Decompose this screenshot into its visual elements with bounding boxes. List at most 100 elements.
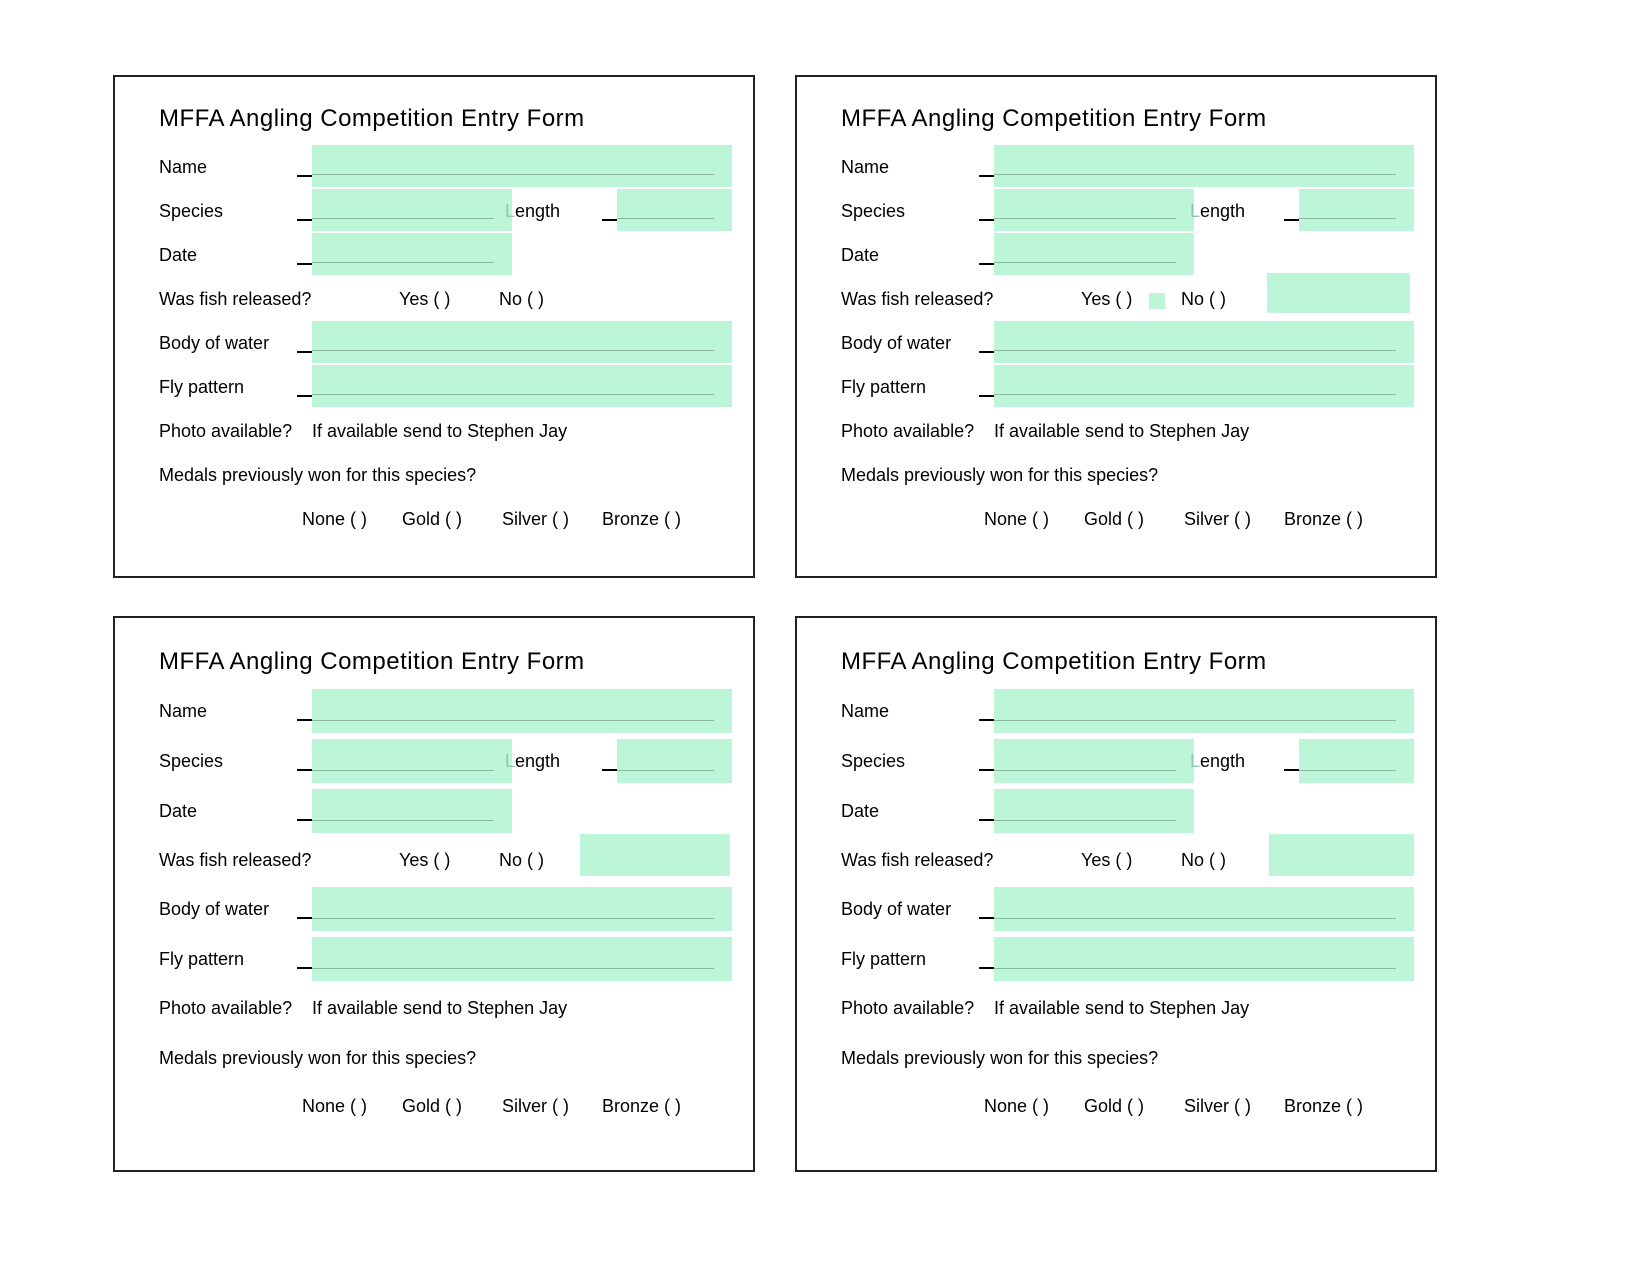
- date-field-underline: [312, 820, 494, 821]
- fly-pattern-field-underline: [312, 394, 714, 395]
- medal-gold-option: Gold ( ): [1084, 509, 1145, 529]
- body-of-water-dash: [297, 917, 312, 919]
- medal-bronze-option: Bronze ( ): [602, 1096, 682, 1116]
- length-field[interactable]: [617, 739, 732, 783]
- medal-none-option: None ( ): [302, 1096, 368, 1116]
- species-field[interactable]: [994, 739, 1194, 783]
- length-label-initial: L: [505, 751, 516, 771]
- date-field-underline: [312, 262, 494, 263]
- released-yes-option: Yes ( ): [399, 289, 451, 309]
- photo-note: If available send to Stephen Jay: [312, 421, 568, 441]
- photo-label: Photo available?: [159, 998, 293, 1018]
- length-label: Length: [505, 751, 560, 772]
- fly-pattern-label: Fly pattern: [841, 949, 927, 969]
- released-label: Was fish released?: [841, 850, 994, 870]
- body-of-water-field-underline: [994, 918, 1396, 919]
- length-label-rest: ength: [1200, 751, 1246, 771]
- fly-pattern-field-underline: [312, 968, 714, 969]
- photo-note: If available send to Stephen Jay: [312, 998, 568, 1018]
- released-answer-field[interactable]: [1267, 273, 1410, 313]
- name-field-underline: [994, 720, 1396, 721]
- fly-pattern-field[interactable]: [994, 937, 1414, 981]
- date-label: Date: [159, 245, 198, 265]
- medal-bronze-option: Bronze ( ): [1284, 509, 1364, 529]
- length-field-underline: [1299, 770, 1396, 771]
- length-label-initial: L: [505, 201, 516, 221]
- medal-none-option: None ( ): [984, 509, 1050, 529]
- length-label: Length: [1190, 201, 1245, 222]
- name-dash: [979, 719, 994, 721]
- released-yes-option: Yes ( ): [399, 850, 451, 870]
- date-dash: [979, 819, 994, 821]
- length-label-rest: ength: [515, 751, 561, 771]
- date-field[interactable]: [994, 233, 1194, 275]
- body-of-water-label: Body of water: [841, 899, 952, 919]
- length-field[interactable]: [1299, 189, 1414, 231]
- length-dash: [602, 769, 617, 771]
- body-of-water-field[interactable]: [312, 887, 732, 931]
- body-of-water-label: Body of water: [841, 333, 952, 353]
- length-label-initial: L: [1190, 201, 1201, 221]
- fly-pattern-label: Fly pattern: [159, 949, 245, 969]
- entry-form-4: MFFA Angling Competition Entry Form Name S…: [795, 616, 1437, 1172]
- photo-note: If available send to Stephen Jay: [994, 998, 1250, 1018]
- species-dash: [297, 219, 312, 221]
- date-field[interactable]: [312, 789, 512, 833]
- name-field-underline: [312, 174, 714, 175]
- length-dash: [602, 219, 617, 221]
- medals-label: Medals previously won for this species?: [841, 1048, 1159, 1068]
- released-label: Was fish released?: [159, 289, 312, 309]
- released-answer-field[interactable]: [580, 834, 730, 876]
- fly-pattern-field[interactable]: [994, 365, 1414, 407]
- fly-pattern-field-underline: [994, 394, 1396, 395]
- date-field[interactable]: [312, 233, 512, 275]
- released-answer-field[interactable]: [1269, 834, 1414, 876]
- body-of-water-field[interactable]: [994, 321, 1414, 363]
- fly-pattern-field[interactable]: [312, 937, 732, 981]
- species-dash: [297, 769, 312, 771]
- medal-none-option: None ( ): [984, 1096, 1050, 1116]
- length-field[interactable]: [1299, 739, 1414, 783]
- date-label: Date: [841, 801, 880, 821]
- released-yes-option: Yes ( ): [1081, 289, 1133, 309]
- entry-form-2: MFFA Angling Competition Entry Form Name S…: [795, 75, 1437, 578]
- species-field-underline: [312, 770, 494, 771]
- body-of-water-field[interactable]: [994, 887, 1414, 931]
- date-field-underline: [994, 262, 1176, 263]
- released-no-option: No ( ): [1181, 289, 1226, 309]
- species-label: Species: [841, 751, 906, 771]
- length-label-initial: L: [1190, 751, 1201, 771]
- released-no-option: No ( ): [1181, 850, 1226, 870]
- length-field-underline: [617, 218, 714, 219]
- species-dash: [979, 769, 994, 771]
- length-label: Length: [1190, 751, 1245, 772]
- name-field[interactable]: [312, 145, 732, 187]
- medal-none-option: None ( ): [302, 509, 368, 529]
- entry-form-3: MFFA Angling Competition Entry Form Name S…: [113, 616, 755, 1172]
- fly-pattern-field[interactable]: [312, 365, 732, 407]
- length-label-rest: ength: [1200, 201, 1246, 221]
- name-field[interactable]: [994, 689, 1414, 733]
- name-dash: [297, 175, 312, 177]
- species-field[interactable]: [994, 189, 1194, 231]
- date-field[interactable]: [994, 789, 1194, 833]
- body-of-water-dash: [979, 351, 994, 353]
- fly-pattern-label: Fly pattern: [159, 377, 245, 397]
- species-label: Species: [159, 201, 224, 221]
- species-field[interactable]: [312, 189, 512, 231]
- medal-gold-option: Gold ( ): [402, 1096, 463, 1116]
- name-field[interactable]: [312, 689, 732, 733]
- species-field-underline: [994, 770, 1176, 771]
- medals-label: Medals previously won for this species?: [159, 465, 477, 485]
- date-label: Date: [159, 801, 198, 821]
- released-yes-checkbox[interactable]: [1149, 293, 1165, 309]
- species-field[interactable]: [312, 739, 512, 783]
- body-of-water-field-underline: [994, 350, 1396, 351]
- photo-label: Photo available?: [841, 421, 975, 441]
- released-label: Was fish released?: [159, 850, 312, 870]
- name-field[interactable]: [994, 145, 1414, 187]
- body-of-water-field[interactable]: [312, 321, 732, 363]
- length-field[interactable]: [617, 189, 732, 231]
- fly-pattern-field-underline: [994, 968, 1396, 969]
- fly-pattern-dash: [297, 967, 312, 969]
